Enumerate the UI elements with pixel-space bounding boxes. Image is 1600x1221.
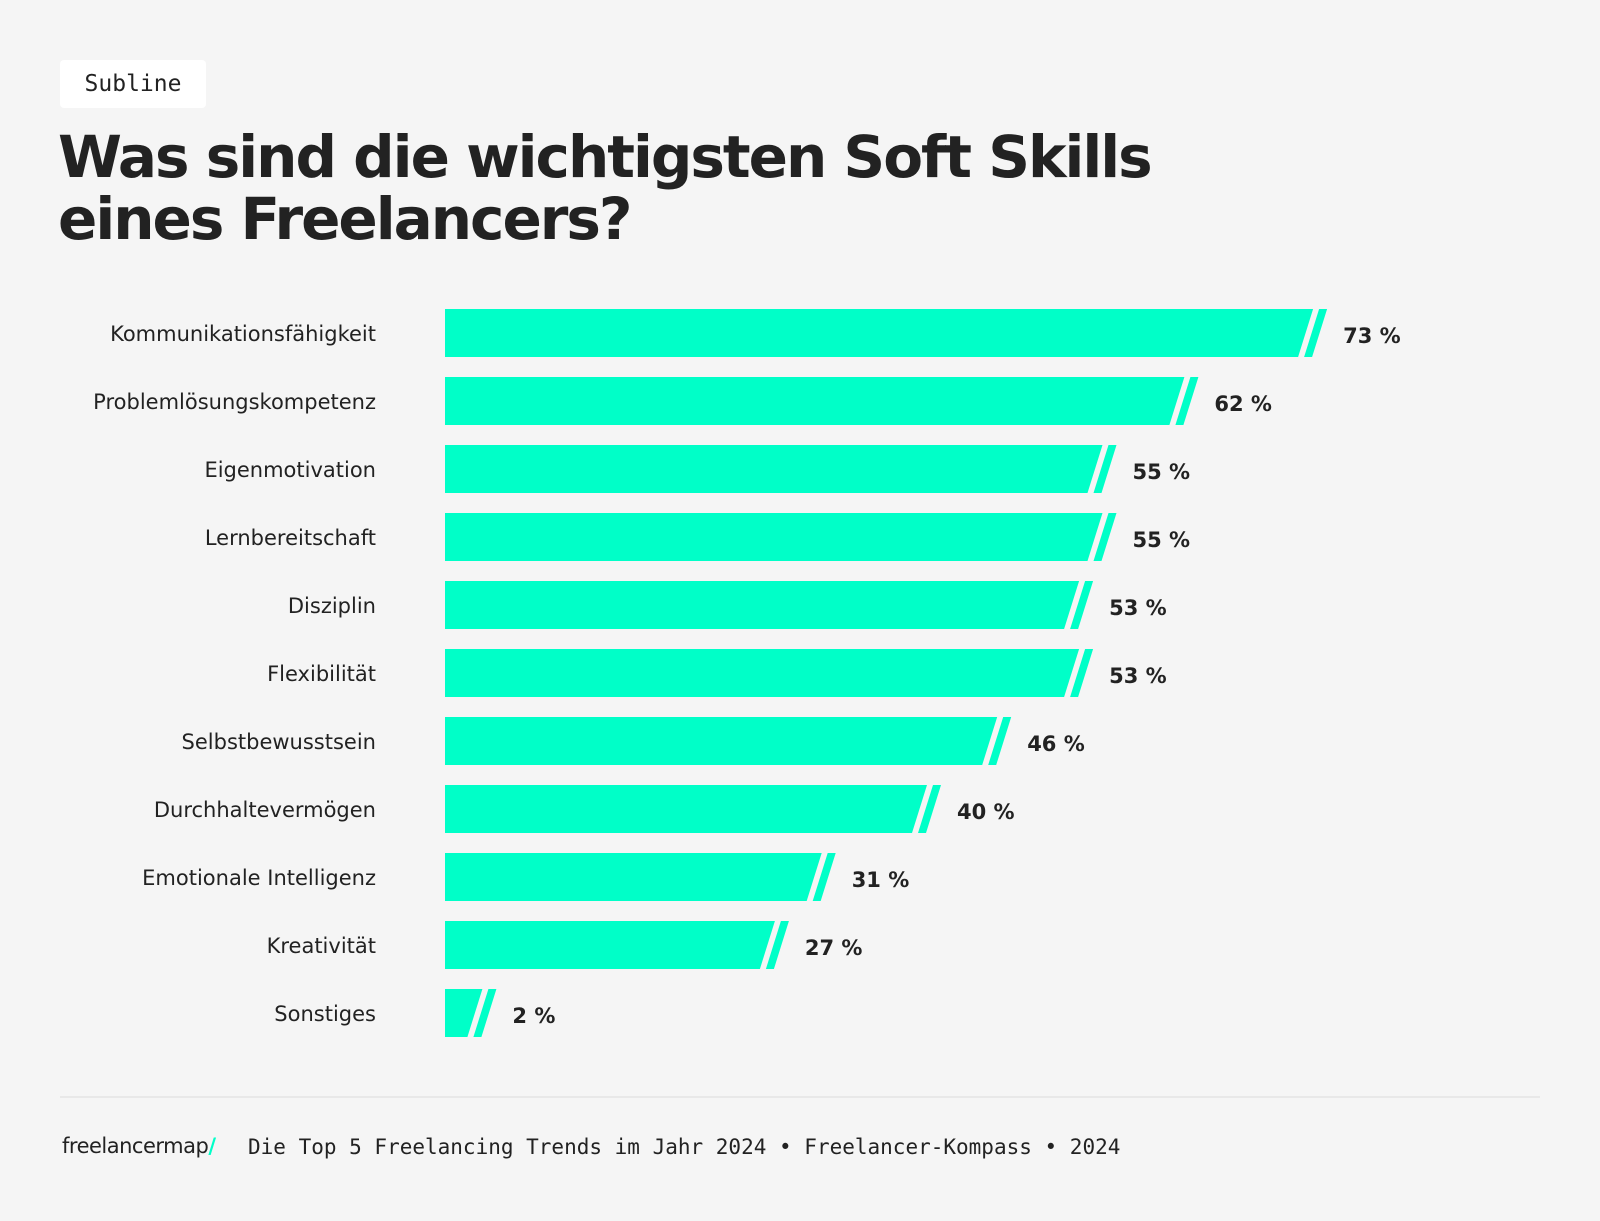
bar [445, 853, 822, 901]
bar-stripe [1093, 513, 1117, 561]
bar [445, 513, 1103, 561]
category-label: Problemlösungskompetenz [93, 390, 376, 414]
bar [445, 785, 927, 833]
bar-stripe [1175, 377, 1199, 425]
freelancermap-logo: freelancermap/ [62, 1134, 216, 1158]
value-label: 73 % [1343, 324, 1401, 348]
category-label: Eigenmotivation [204, 458, 376, 482]
value-label: 62 % [1214, 392, 1272, 416]
bar-stripe [473, 989, 497, 1037]
value-label: 40 % [957, 800, 1015, 824]
bar-chart: Kommunikationsfähigkeit 73 % Problemlösung… [93, 309, 1401, 1037]
bar-stripe [812, 853, 836, 901]
bar-stripe [1070, 581, 1094, 629]
category-label: Lernbereitschaft [205, 526, 376, 550]
bar [445, 309, 1314, 357]
bar [445, 649, 1080, 697]
category-label: Flexibilität [267, 662, 376, 686]
value-label: 31 % [852, 868, 910, 892]
bar-stripe [1304, 309, 1328, 357]
title-line-2: eines Freelancers? [58, 185, 633, 253]
category-label: Durchhaltevermögen [154, 798, 376, 822]
category-label: Disziplin [288, 594, 376, 618]
bar-stripe [765, 921, 789, 969]
bar-stripe [1093, 445, 1117, 493]
bar [445, 717, 998, 765]
bar [445, 989, 483, 1037]
bar [445, 445, 1103, 493]
category-label: Emotionale Intelligenz [142, 866, 376, 890]
bar-stripe [1070, 649, 1094, 697]
bar [445, 921, 775, 969]
title-line-1: Was sind die wichtigsten Soft Skills [58, 123, 1153, 191]
footer-divider [60, 1096, 1540, 1098]
subline-badge: Subline [60, 60, 206, 108]
category-label: Selbstbewusstsein [182, 730, 376, 754]
bar [445, 581, 1080, 629]
category-label: Sonstiges [274, 1002, 376, 1026]
bar [445, 377, 1185, 425]
value-label: 53 % [1109, 596, 1167, 620]
category-label: Kreativität [267, 934, 376, 958]
value-label: 2 % [512, 1004, 555, 1028]
value-label: 55 % [1133, 528, 1191, 552]
value-label: 55 % [1133, 460, 1191, 484]
bar-stripe [988, 717, 1012, 765]
chart-title: Was sind die wichtigsten Soft Skills ein… [58, 126, 1358, 250]
value-label: 53 % [1109, 664, 1167, 688]
value-label: 27 % [805, 936, 863, 960]
category-label: Kommunikationsfähigkeit [110, 322, 376, 346]
source-text: Die Top 5 Freelancing Trends im Jahr 202… [248, 1135, 1121, 1159]
value-label: 46 % [1027, 732, 1085, 756]
bar-stripe [918, 785, 941, 833]
